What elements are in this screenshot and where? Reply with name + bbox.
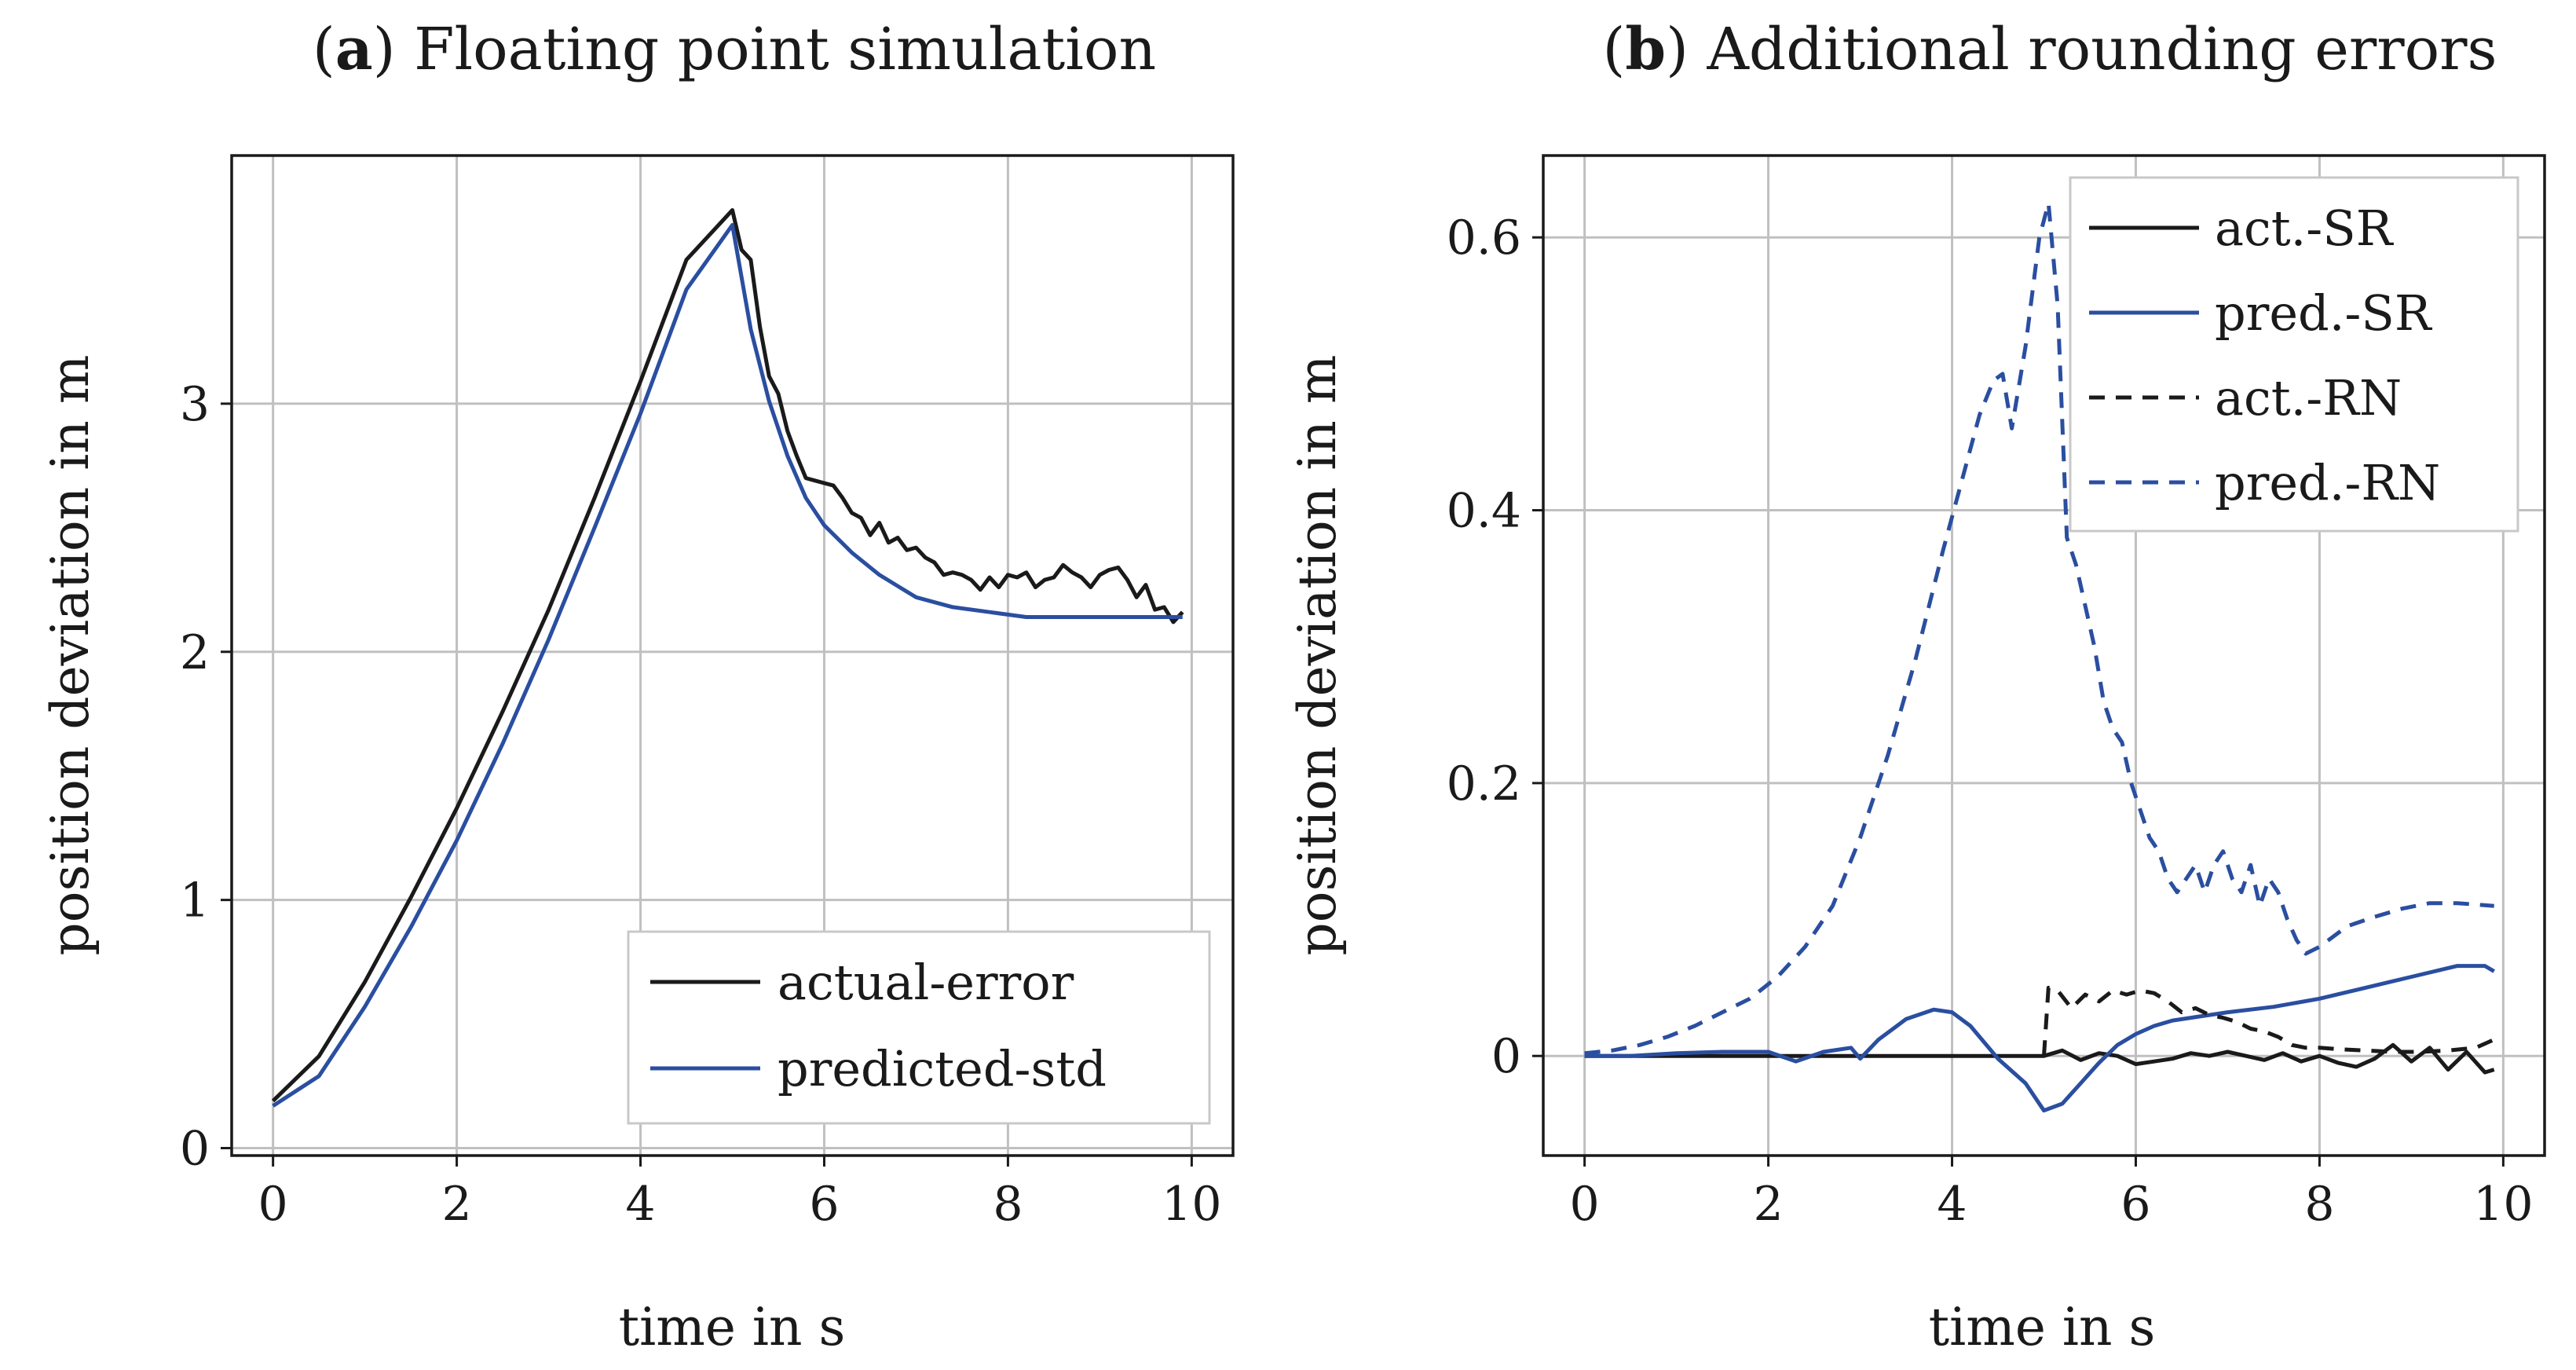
- panel-a-grid: [232, 156, 1233, 1156]
- panel-b-ticks: 0 2 4 6 8 10 0 0.2 0.4 0.6: [1447, 211, 2534, 1232]
- panel-a-x-tick-label-0: 0: [258, 1177, 288, 1232]
- panel-b-x-tick-label-0: 0: [1570, 1177, 1600, 1232]
- panel-a-legend: actual-error predicted-std: [627, 930, 1211, 1125]
- panel-b-y-axis-label: position deviation in m: [1287, 355, 1348, 956]
- panel-a-x-tick-label-4: 4: [625, 1177, 655, 1232]
- panel-a-x-tick-label-6: 6: [809, 1177, 839, 1232]
- panel-b-title: (b) Additional rounding errors: [1602, 16, 2497, 83]
- panel-a-title-text: Floating point simulation: [414, 16, 1156, 83]
- panel-a-legend-box: [627, 930, 1211, 1125]
- panel-a-letter: a: [335, 16, 373, 83]
- panel-b-legend-label-act-rn: act.-RN: [2215, 369, 2402, 427]
- panel-b-y-tick-label-0-2: 0.2: [1447, 756, 1521, 811]
- panel-b-series: [1584, 201, 2495, 1113]
- panel-b-legend-label-act-sr: act.-SR: [2215, 200, 2395, 257]
- panel-b-plot-frame: [1542, 154, 2546, 1157]
- panel-a-x-tick-label-8: 8: [993, 1177, 1023, 1232]
- panel-b-series-act-rn: [2042, 985, 2495, 1057]
- panel-b-x-axis-label: time in s: [1929, 1297, 2156, 1357]
- panel-a-x-tick-label-10: 10: [1162, 1177, 1221, 1232]
- panel-a-plot-frame: [230, 154, 1235, 1157]
- panel-a-series-actual-error: [271, 208, 1184, 1103]
- panel-b-series-pred-rn: [1584, 201, 2494, 1056]
- panel-b-legend-box: [2069, 176, 2519, 533]
- panel-b-y-tick-label-0-6: 0.6: [1447, 211, 1521, 266]
- panel-b-x-tick-label-8: 8: [2304, 1177, 2334, 1232]
- panel-a-y-tick-label-0: 0: [180, 1122, 210, 1177]
- panel-b-legend-label-pred-sr: pred.-SR: [2215, 284, 2433, 342]
- panel-a-legend-label-actual-error: actual-error: [778, 954, 1074, 1011]
- panel-b-y-tick-label-0: 0: [1491, 1029, 1521, 1084]
- panel-b-legend: act.-SR pred.-SR act.-RN pred.-RN: [2069, 176, 2519, 533]
- panel-a-legend-label-predicted-std: predicted-std: [778, 1040, 1107, 1097]
- panel-a-x-tick-label-2: 2: [441, 1177, 471, 1232]
- panel-b-x-tick-label-4: 4: [1937, 1177, 1967, 1232]
- panel-b-x-tick-label-10: 10: [2473, 1177, 2533, 1232]
- panel-b-additional-rounding-errors: (b) Additional rounding errors 0 2 4 6 8 1000…: [1287, 16, 2546, 1357]
- panel-b-series-pred-sr: [1584, 964, 2495, 1113]
- panel-b-x-tick-label-6: 6: [2120, 1177, 2150, 1232]
- panel-a-series-predicted-std: [272, 222, 1183, 1108]
- panel-a-y-tick-label-1: 1: [180, 874, 210, 929]
- panel-a-ticks: 0 2 4 6 8 10 0 1 2 3: [180, 377, 1222, 1232]
- panel-b-title-text: Additional rounding errors: [1706, 16, 2497, 83]
- panel-b-y-tick-label-0-4: 0.4: [1447, 484, 1521, 539]
- panel-a-x-axis-label: time in s: [619, 1297, 846, 1357]
- panel-a-y-tick-label-2: 2: [180, 625, 210, 680]
- panel-a-floating-point-simulation: (a) Floating point simulation 0 2 4 6 8 10 0 1 2…: [40, 16, 1235, 1357]
- panel-a-y-axis-label: position deviation in m: [40, 355, 101, 956]
- panel-b-legend-label-pred-rn: pred.-RN: [2215, 454, 2440, 511]
- panel-a-y-tick-label-3: 3: [180, 377, 210, 432]
- panel-b-x-tick-label-2: 2: [1753, 1177, 1783, 1232]
- panel-b-letter: b: [1625, 16, 1666, 83]
- panel-a-title: (a) Floating point simulation: [313, 16, 1156, 83]
- panel-a-series: [271, 208, 1184, 1108]
